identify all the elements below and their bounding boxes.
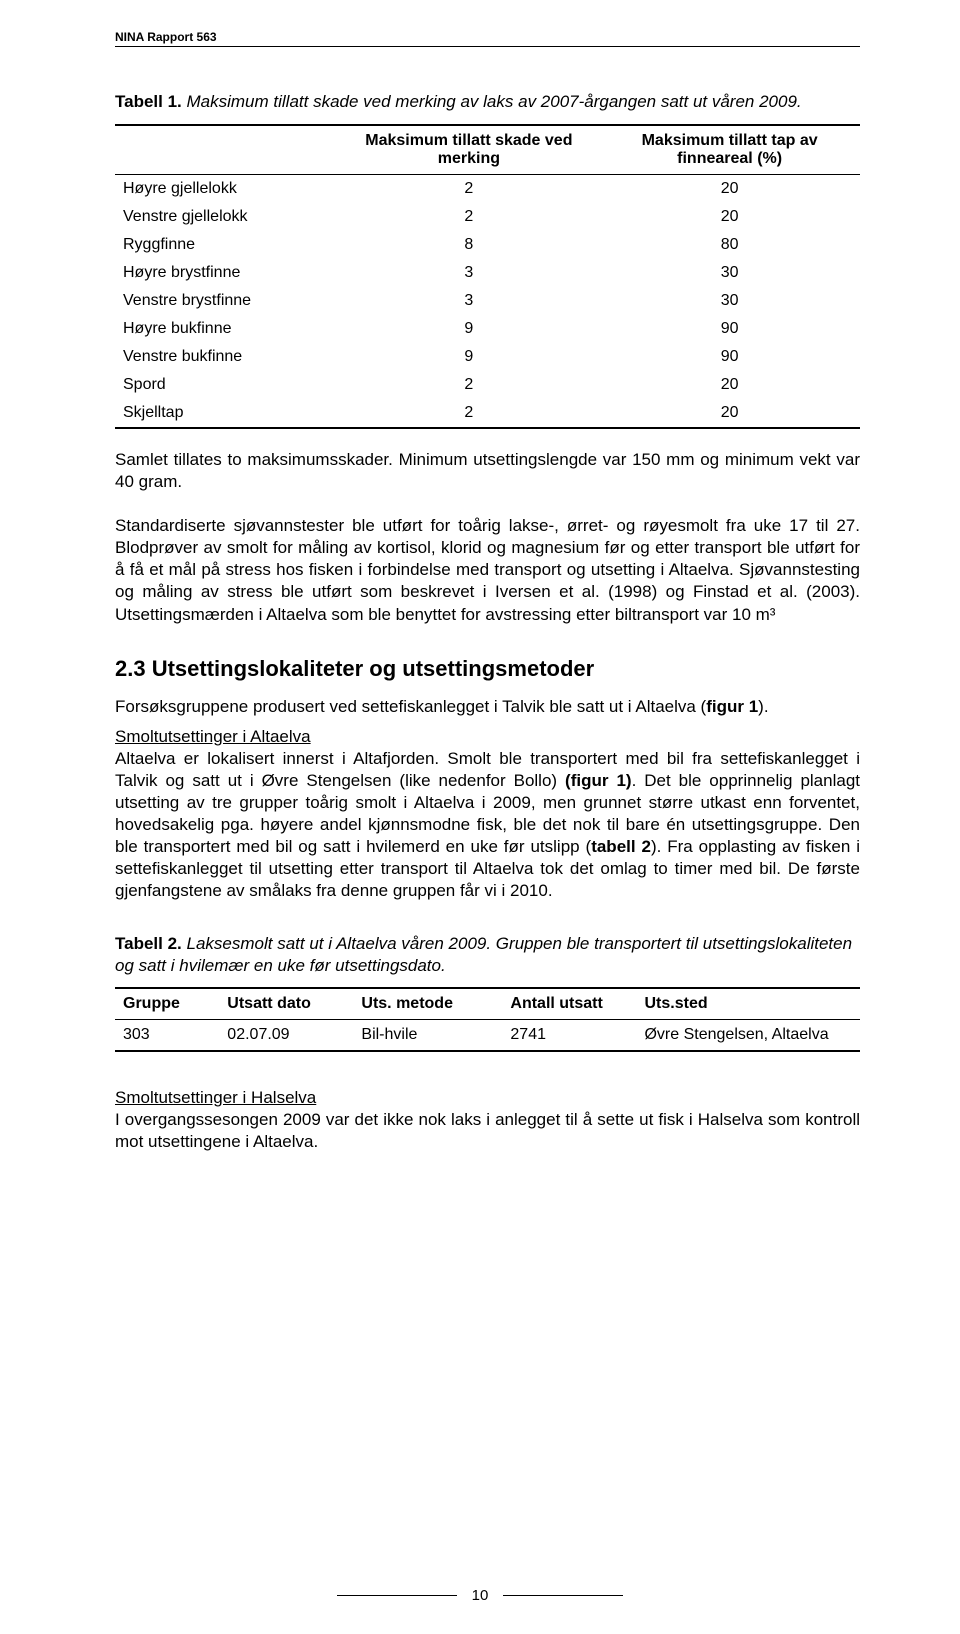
table-row: Venstre brystfinne330 [115, 287, 860, 315]
table-row: Skjelltap220 [115, 399, 860, 428]
table1-h1: Maksimum tillatt skade ved merking [339, 125, 600, 175]
sub1-block: Smoltutsettinger i Altaelva Altaelva er … [115, 726, 860, 903]
table2-caption-bold: Tabell 2. [115, 934, 182, 953]
section-2-3-intro: Forsøksgruppene produsert ved settefiska… [115, 696, 860, 718]
page-footer: 10 [0, 1586, 960, 1604]
table-cell: 3 [339, 259, 600, 287]
table1-h0 [115, 125, 339, 175]
table2-h4: Uts.sted [636, 988, 860, 1020]
table-cell: 2 [339, 203, 600, 231]
table-cell: Øvre Stengelsen, Altaelva [636, 1019, 860, 1051]
sub1-title: Smoltutsettinger i Altaelva [115, 727, 311, 746]
table1-caption: Tabell 1. Maksimum tillatt skade ved mer… [115, 92, 860, 112]
table-cell: 30 [599, 259, 860, 287]
table-cell: Spord [115, 371, 339, 399]
table-row: Venstre bukfinne990 [115, 343, 860, 371]
intro-a: Forsøksgruppene produsert ved settefiska… [115, 697, 706, 716]
table-cell: Høyre bukfinne [115, 315, 339, 343]
table-cell: 02.07.09 [219, 1019, 353, 1051]
table-cell: 303 [115, 1019, 219, 1051]
footer-rule-left [337, 1595, 457, 1596]
table2-h1: Utsatt dato [219, 988, 353, 1020]
table-cell: Venstre brystfinne [115, 287, 339, 315]
table-row: 30302.07.09Bil-hvile2741Øvre Stengelsen,… [115, 1019, 860, 1051]
table-cell: Venstre bukfinne [115, 343, 339, 371]
table1: Maksimum tillatt skade ved merking Maksi… [115, 124, 860, 429]
table-cell: 20 [599, 203, 860, 231]
page-number: 10 [472, 1587, 489, 1604]
table-cell: 2 [339, 371, 600, 399]
table2-h2: Uts. metode [353, 988, 502, 1020]
paragraph-2: Standardiserte sjøvannstester ble utført… [115, 515, 860, 625]
table-cell: 80 [599, 231, 860, 259]
table-cell: 20 [599, 175, 860, 204]
table-cell: 90 [599, 343, 860, 371]
table-cell: 20 [599, 371, 860, 399]
table2-caption: Tabell 2. Laksesmolt satt ut i Altaelva … [115, 933, 860, 977]
table-cell: 30 [599, 287, 860, 315]
table-cell: 9 [339, 343, 600, 371]
table2-h0: Gruppe [115, 988, 219, 1020]
hals-title: Smoltutsettinger i Halselva [115, 1088, 316, 1107]
table-cell: Skjelltap [115, 399, 339, 428]
table-row: Høyre gjellelokk220 [115, 175, 860, 204]
hals-body: I overgangssesongen 2009 var det ikke no… [115, 1110, 860, 1151]
hals-block: Smoltutsettinger i Halselva I overgangss… [115, 1087, 860, 1153]
table2-caption-text: Laksesmolt satt ut i Altaelva våren 2009… [115, 934, 852, 975]
table-cell: 8 [339, 231, 600, 259]
table-cell: 9 [339, 315, 600, 343]
table-row: Ryggfinne880 [115, 231, 860, 259]
intro-c: ). [758, 697, 768, 716]
table-cell: Ryggfinne [115, 231, 339, 259]
intro-b: figur 1 [706, 697, 758, 716]
table-cell: 2741 [502, 1019, 636, 1051]
table-cell: 3 [339, 287, 600, 315]
paragraph-1: Samlet tillates to maksimumsskader. Mini… [115, 449, 860, 493]
table-row: Høyre brystfinne330 [115, 259, 860, 287]
table-row: Venstre gjellelokk220 [115, 203, 860, 231]
table-cell: 20 [599, 399, 860, 428]
header-rule [115, 46, 860, 47]
table-row: Høyre bukfinne990 [115, 315, 860, 343]
table1-caption-bold: Tabell 1. [115, 92, 182, 111]
table-cell: Venstre gjellelokk [115, 203, 339, 231]
table-cell: Høyre brystfinne [115, 259, 339, 287]
sub1-b: (figur 1) [565, 771, 632, 790]
table2: Gruppe Utsatt dato Uts. metode Antall ut… [115, 987, 860, 1052]
report-header: NINA Rapport 563 [115, 30, 860, 44]
table-cell: Høyre gjellelokk [115, 175, 339, 204]
table-cell: 2 [339, 175, 600, 204]
section-2-3-heading: 2.3 Utsettingslokaliteter og utsettingsm… [115, 656, 860, 682]
table-cell: 2 [339, 399, 600, 428]
table1-caption-text: Maksimum tillatt skade ved merking av la… [187, 92, 802, 111]
table-cell: Bil-hvile [353, 1019, 502, 1051]
table-cell: 90 [599, 315, 860, 343]
footer-rule-right [503, 1595, 623, 1596]
sub1-d: tabell 2 [591, 837, 651, 856]
table1-h2: Maksimum tillatt tap av finneareal (%) [599, 125, 860, 175]
table2-h3: Antall utsatt [502, 988, 636, 1020]
table-row: Spord220 [115, 371, 860, 399]
